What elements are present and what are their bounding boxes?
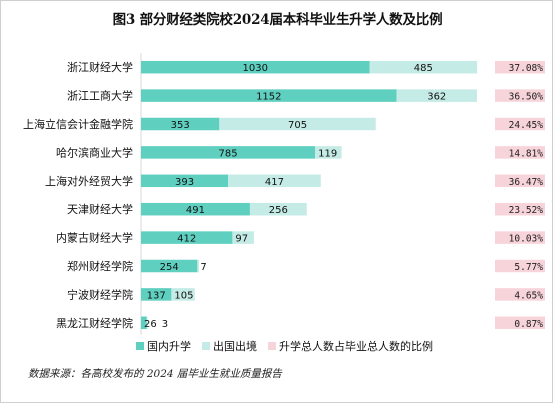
ratio-label: 24.45% [509,120,544,131]
bar-domestic [141,174,229,188]
data-label-domestic: 393 [175,177,194,188]
ratio-cell [495,259,545,273]
legend-swatch [268,342,276,350]
bar-abroad [197,259,199,273]
category-label: 内蒙古财经大学 [56,231,133,245]
data-label-abroad: 485 [414,63,433,74]
data-label-abroad: 417 [265,177,284,188]
bar-domestic [141,60,370,74]
category-label: 哈尔滨商业大学 [56,145,133,159]
bar-abroad [369,60,478,74]
bar-domestic [141,316,147,330]
ratio-cell [495,288,545,301]
data-label-domestic: 254 [160,262,179,273]
ratio-cell [495,60,545,74]
ratio-cell [495,174,545,188]
data-label-domestic: 353 [171,120,190,131]
category-label: 浙江工商大学 [67,89,133,103]
category-label: 黑龙江财经学院 [56,316,133,330]
legend-swatch [202,342,210,350]
ratio-label: 36.50% [509,92,544,103]
bar-domestic [141,146,316,159]
data-label-abroad: 705 [288,120,307,131]
ratio-label: 4.65% [514,290,543,301]
data-label-abroad: 105 [174,290,193,301]
bar-domestic [141,117,220,131]
ratio-label: 23.52% [509,205,544,216]
category-label: 浙江财经大学 [67,60,133,74]
ratio-label: 5.77% [514,262,543,273]
data-label-abroad: 3 [162,319,168,330]
category-label: 天津财经大学 [67,202,133,216]
category-label: 上海对外经贸大学 [45,174,133,188]
bar-abroad [249,202,307,216]
ratio-cell [495,89,545,102]
bar-abroad [315,146,342,159]
legend-swatch [136,342,144,350]
category-label: 上海立信会计金融学院 [23,117,133,131]
data-source-note: 数据来源：各高校发布的 2024 届毕业生就业质量报告 [28,368,282,380]
ratio-cell [495,231,545,244]
bar-abroad [146,316,148,330]
data-label-domestic: 412 [177,234,196,245]
legend-label: 出国出境 [213,339,257,353]
category-label: 宁波财经学院 [67,287,133,301]
bar-domestic [141,231,233,244]
bar-domestic [141,202,250,216]
bar-domestic [141,89,397,102]
data-label-domestic: 137 [147,290,166,301]
data-label-domestic: 1152 [256,92,281,103]
legend-label: 国内升学 [147,339,191,353]
ratio-cell [495,202,545,216]
data-label-abroad: 7 [200,262,206,273]
category-label: 郑州财经学院 [67,259,133,273]
ratio-cell [495,117,545,131]
data-label-domestic: 1030 [243,63,268,74]
bar-domestic [141,259,198,273]
bar-abroad [219,117,376,131]
data-label-abroad: 119 [318,148,337,159]
data-label-abroad: 256 [269,205,288,216]
legend-label: 升学总人数占毕业总人数的比例 [279,339,433,353]
bar-abroad [396,89,477,102]
bar-abroad [232,231,254,244]
ratio-label: 10.03% [509,234,544,245]
ratio-label: 14.81% [509,148,544,159]
ratio-label: 0.87% [514,319,543,330]
data-label-abroad: 97 [235,234,248,245]
ratio-label: 37.08% [509,63,544,74]
data-label-domestic: 26 [144,319,157,330]
data-label-abroad: 362 [427,92,446,103]
bar-abroad [171,288,195,301]
ratio-cell [495,316,545,330]
bar-domestic [141,288,172,301]
chart-title: 图3 部分财经类院校2024届本科毕业生升学人数及比例 [112,12,443,28]
ratio-cell [495,146,545,159]
data-label-domestic: 785 [219,148,238,159]
bar-abroad [228,174,321,188]
ratio-label: 36.47% [509,177,544,188]
data-label-domestic: 491 [186,205,205,216]
